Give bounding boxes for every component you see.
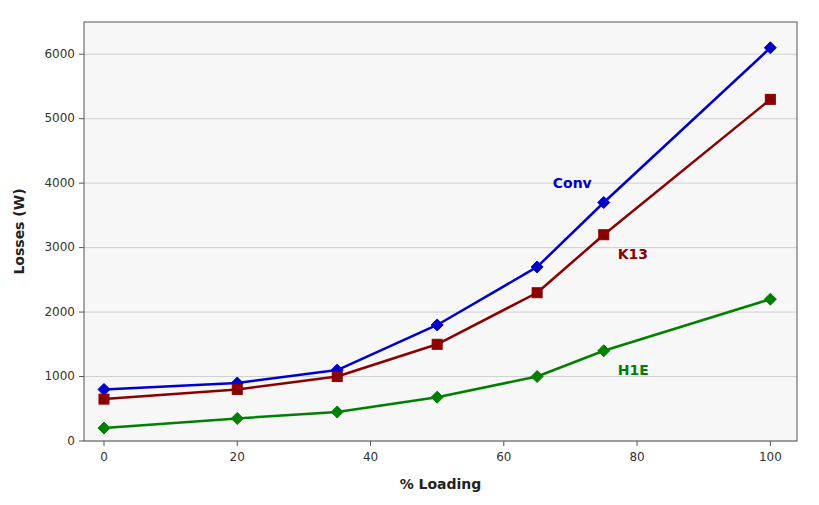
series <box>98 42 776 396</box>
tick-mark <box>237 441 238 446</box>
plot-frame <box>84 22 797 441</box>
tick-mark <box>79 441 84 442</box>
tick-mark <box>637 441 638 446</box>
plot-area <box>84 22 797 441</box>
grid-line <box>84 312 797 313</box>
y-axis-label: Losses (W) <box>11 188 27 274</box>
series-labels: Conv K13 H1E <box>553 175 649 377</box>
tick-label: 20 <box>230 450 245 464</box>
tick-mark <box>79 312 84 313</box>
tick-label: 1000 <box>44 369 75 383</box>
marker <box>532 288 542 298</box>
tick-label: 80 <box>629 450 644 464</box>
series-line <box>104 299 770 428</box>
marker <box>764 42 776 54</box>
tick-mark <box>79 247 84 248</box>
marker <box>431 319 443 331</box>
tick-label: 60 <box>496 450 511 464</box>
series-label: K13 <box>618 246 648 262</box>
marker <box>99 394 109 404</box>
marker <box>598 196 610 208</box>
series-label: Conv <box>553 175 592 191</box>
tick-label: 6000 <box>44 47 75 61</box>
marker <box>765 94 775 104</box>
marker <box>331 406 343 418</box>
marker <box>598 345 610 357</box>
tick-mark <box>103 441 104 446</box>
marker <box>764 293 776 305</box>
tick-label: 40 <box>363 450 378 464</box>
marker <box>431 391 443 403</box>
y-axis: 0 1000 2000 3000 4000 5000 6000 <box>44 47 797 448</box>
tick-label: 100 <box>759 450 782 464</box>
marker <box>232 384 242 394</box>
tick-label: 2000 <box>44 305 75 319</box>
marker <box>332 372 342 382</box>
series-line <box>104 99 770 399</box>
marker <box>599 230 609 240</box>
grid-line <box>84 376 797 377</box>
chart: 0 1000 2000 3000 4000 5000 6000 0 20 40 60 80 100 % L… <box>0 0 819 505</box>
marker <box>531 261 543 273</box>
marks <box>98 42 776 434</box>
tick-label: 0 <box>67 434 75 448</box>
marker <box>531 371 543 383</box>
marker <box>98 422 110 434</box>
tick-label: 0 <box>100 450 108 464</box>
tick-label: 4000 <box>44 176 75 190</box>
tick-mark <box>79 54 84 55</box>
tick-mark <box>79 118 84 119</box>
series-line <box>104 48 770 390</box>
grid-line <box>84 247 797 248</box>
grid-line <box>84 183 797 184</box>
tick-mark <box>370 441 371 446</box>
grid-line <box>84 118 797 119</box>
x-axis-label: % Loading <box>400 476 482 492</box>
marker <box>432 339 442 349</box>
tick-label: 3000 <box>44 240 75 254</box>
tick-mark <box>79 376 84 377</box>
grid-line <box>84 54 797 55</box>
series-label: H1E <box>618 362 649 378</box>
tick-mark <box>503 441 504 446</box>
series <box>99 94 775 404</box>
marker <box>231 412 243 424</box>
tick-label: 5000 <box>44 111 75 125</box>
tick-mark <box>79 183 84 184</box>
series <box>98 293 776 434</box>
tick-mark <box>770 441 771 446</box>
x-axis: 0 20 40 60 80 100 <box>100 441 782 464</box>
